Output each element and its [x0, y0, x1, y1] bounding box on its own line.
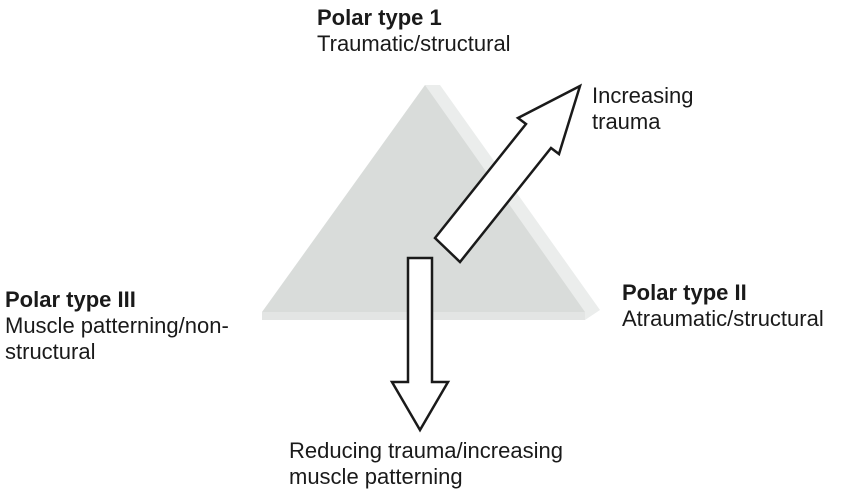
- triangle-edge-face: [425, 85, 600, 320]
- reducing-trauma-line2: muscle patterning: [289, 464, 463, 489]
- polar-type-1-title: Polar type 1: [317, 5, 442, 30]
- reducing-trauma-label: Reducing trauma/increasing muscle patter…: [289, 438, 563, 490]
- reducing-trauma-arrow: [389, 256, 451, 433]
- polar-type-3-title: Polar type III: [5, 287, 136, 312]
- increasing-trauma-line1: Increasing: [592, 83, 694, 108]
- reducing-trauma-line1: Reducing trauma/increasing: [289, 438, 563, 463]
- polar-type-1-description: Traumatic/structural: [317, 31, 511, 56]
- polar-type-2-title: Polar type II: [622, 280, 747, 305]
- polar-type-2-description: Atraumatic/structural: [622, 306, 824, 331]
- triangle-face: [262, 85, 585, 312]
- increasing-trauma-label: Increasing trauma: [592, 83, 694, 135]
- polar-type-2-label: Polar type II Atraumatic/structural: [622, 280, 824, 332]
- polar-type-3-label: Polar type III Muscle patterning/non- st…: [5, 287, 229, 365]
- increasing-trauma-line2: trauma: [592, 109, 661, 134]
- polar-type-1-label: Polar type 1 Traumatic/structural: [317, 5, 511, 57]
- polar-type-3-description-line1: Muscle patterning/non-: [5, 313, 229, 338]
- increasing-trauma-arrow: [433, 83, 583, 264]
- polar-type-3-description-line2: structural: [5, 339, 96, 364]
